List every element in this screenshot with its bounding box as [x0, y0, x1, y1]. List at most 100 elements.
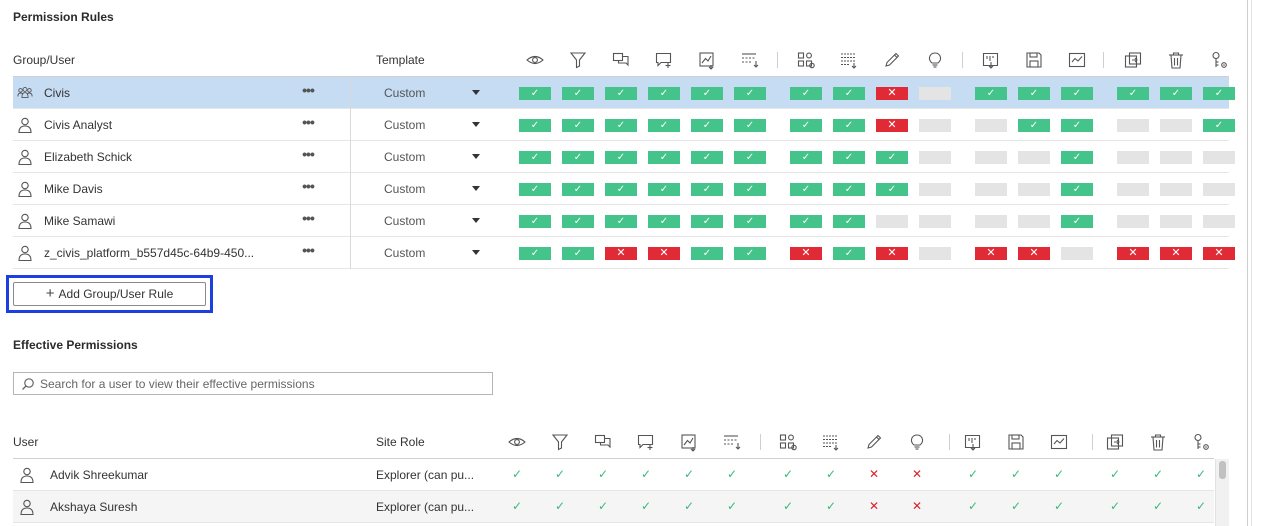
- capability-cell-add-comment[interactable]: ✓: [648, 119, 680, 132]
- capability-cell-download-workbook[interactable]: [975, 215, 1007, 228]
- permission-rule-row[interactable]: z_civis_platform_b557d45c-64b9-450... •••…: [13, 237, 1235, 269]
- capability-cell-explain-data[interactable]: [919, 247, 951, 260]
- template-select[interactable]: Custom: [384, 150, 426, 164]
- chevron-down-icon[interactable]: [472, 122, 480, 127]
- permission-rule-row[interactable]: Mike Samawi ••• Custom ✓ ✓ ✓ ✓ ✓ ✓ ✓ ✓ ✓: [13, 205, 1235, 237]
- more-actions-icon[interactable]: •••: [302, 242, 315, 258]
- effective-permission-row[interactable]: Advik Shreekumar Explorer (can pu... ✓ ✓ ✓ ✓ ✓…: [13, 459, 1214, 491]
- capability-cell-comments[interactable]: ✓: [605, 215, 637, 228]
- add-group-user-rule-button[interactable]: + Add Group/User Rule: [13, 282, 206, 306]
- capability-cell-download-workbook[interactable]: [975, 151, 1007, 164]
- capability-cell-move[interactable]: [1117, 119, 1149, 132]
- capability-cell-view[interactable]: ✓: [519, 247, 551, 260]
- more-actions-icon[interactable]: •••: [302, 210, 315, 226]
- more-actions-icon[interactable]: •••: [302, 146, 315, 162]
- capability-cell-full-data[interactable]: ✓: [790, 183, 822, 196]
- search-input[interactable]: [40, 375, 480, 392]
- capability-cell-image-pdf[interactable]: ✓: [691, 247, 723, 260]
- capability-cell-web-edit-pencil[interactable]: [876, 215, 908, 228]
- capability-cell-image-pdf[interactable]: ✓: [691, 151, 723, 164]
- capability-cell-comments[interactable]: ✓: [605, 119, 637, 132]
- capability-cell-move[interactable]: ✓: [1117, 87, 1149, 100]
- capability-cell-view[interactable]: ✓: [519, 151, 551, 164]
- capability-cell-filter[interactable]: ✓: [562, 151, 594, 164]
- capability-cell-add-comment[interactable]: ✓: [648, 87, 680, 100]
- capability-cell-add-comment[interactable]: ✓: [648, 151, 680, 164]
- capability-cell-summary-data[interactable]: ✓: [734, 183, 766, 196]
- permission-rule-row[interactable]: Civis ••• Custom ✓ ✓ ✓ ✓ ✓ ✓ ✓ ✓ ✕ ✓ ✓ ✓ ✓ ✓ ✓: [13, 77, 1235, 109]
- capability-cell-explain-data[interactable]: [919, 215, 951, 228]
- chevron-down-icon[interactable]: [472, 90, 480, 95]
- capability-cell-overwrite[interactable]: ✓: [1061, 119, 1093, 132]
- capability-cell-overwrite[interactable]: ✓: [1061, 87, 1093, 100]
- effective-permissions-search[interactable]: [13, 372, 493, 395]
- capability-cell-web-edit[interactable]: ✓: [833, 183, 865, 196]
- capability-cell-delete[interactable]: ✓: [1160, 87, 1192, 100]
- capability-cell-summary-data[interactable]: ✓: [734, 87, 766, 100]
- capability-cell-summary-data[interactable]: ✓: [734, 151, 766, 164]
- capability-cell-explain-data[interactable]: [919, 87, 951, 100]
- capability-cell-add-comment[interactable]: ✓: [648, 183, 680, 196]
- scrollbar-thumb[interactable]: [1219, 461, 1226, 479]
- capability-cell-save[interactable]: ✓: [1018, 87, 1050, 100]
- capability-cell-web-edit[interactable]: ✓: [833, 87, 865, 100]
- capability-cell-summary-data[interactable]: ✓: [734, 119, 766, 132]
- capability-cell-summary-data[interactable]: ✓: [734, 215, 766, 228]
- capability-cell-add-comment[interactable]: ✕: [648, 247, 680, 260]
- capability-cell-save[interactable]: [1018, 183, 1050, 196]
- template-select[interactable]: Custom: [384, 214, 426, 228]
- capability-cell-comments[interactable]: ✓: [605, 183, 637, 196]
- template-select[interactable]: Custom: [384, 86, 426, 100]
- capability-cell-save[interactable]: [1018, 151, 1050, 164]
- template-select[interactable]: Custom: [384, 118, 426, 132]
- more-actions-icon[interactable]: •••: [302, 114, 315, 130]
- capability-cell-delete[interactable]: [1160, 119, 1192, 132]
- capability-cell-move[interactable]: [1117, 183, 1149, 196]
- capability-cell-comments[interactable]: ✓: [605, 87, 637, 100]
- capability-cell-add-comment[interactable]: ✓: [648, 215, 680, 228]
- capability-cell-move[interactable]: [1117, 215, 1149, 228]
- capability-cell-filter[interactable]: ✓: [562, 183, 594, 196]
- capability-cell-explain-data[interactable]: [919, 151, 951, 164]
- permission-rule-row[interactable]: Elizabeth Schick ••• Custom ✓ ✓ ✓ ✓ ✓ ✓ ✓ ✓ ✓ ✓: [13, 141, 1235, 173]
- more-actions-icon[interactable]: •••: [302, 178, 315, 194]
- capability-cell-web-edit-pencil[interactable]: ✓: [876, 151, 908, 164]
- capability-cell-view[interactable]: ✓: [519, 119, 551, 132]
- capability-cell-web-edit[interactable]: ✓: [833, 119, 865, 132]
- capability-cell-move[interactable]: [1117, 151, 1149, 164]
- capability-cell-set-permissions[interactable]: [1203, 151, 1235, 164]
- permission-rule-row[interactable]: Civis Analyst ••• Custom ✓ ✓ ✓ ✓ ✓ ✓ ✓ ✓ ✕ ✓ ✓ ✓: [13, 109, 1235, 141]
- effective-permission-row[interactable]: Akshaya Suresh Explorer (can pu... ✓ ✓ ✓ ✓ ✓ ✓ ✓…: [13, 491, 1214, 523]
- capability-cell-download-workbook[interactable]: [975, 119, 1007, 132]
- capability-cell-full-data[interactable]: ✓: [790, 151, 822, 164]
- capability-cell-overwrite[interactable]: [1061, 247, 1093, 260]
- capability-cell-web-edit[interactable]: ✓: [833, 215, 865, 228]
- capability-cell-overwrite[interactable]: ✓: [1061, 183, 1093, 196]
- capability-cell-web-edit[interactable]: ✓: [833, 247, 865, 260]
- chevron-down-icon[interactable]: [472, 250, 480, 255]
- capability-cell-set-permissions[interactable]: [1203, 183, 1235, 196]
- capability-cell-full-data[interactable]: ✓: [790, 119, 822, 132]
- vertical-scrollbar[interactable]: [1215, 459, 1229, 526]
- capability-cell-full-data[interactable]: ✓: [790, 215, 822, 228]
- chevron-down-icon[interactable]: [472, 186, 480, 191]
- more-actions-icon[interactable]: •••: [302, 82, 315, 98]
- capability-cell-comments[interactable]: ✕: [605, 247, 637, 260]
- capability-cell-delete[interactable]: ✕: [1160, 247, 1192, 260]
- capability-cell-filter[interactable]: ✓: [562, 119, 594, 132]
- capability-cell-web-edit-pencil[interactable]: ✕: [876, 247, 908, 260]
- capability-cell-explain-data[interactable]: [919, 119, 951, 132]
- capability-cell-filter[interactable]: ✓: [562, 87, 594, 100]
- capability-cell-image-pdf[interactable]: ✓: [691, 183, 723, 196]
- capability-cell-delete[interactable]: [1160, 215, 1192, 228]
- capability-cell-save[interactable]: [1018, 215, 1050, 228]
- capability-cell-overwrite[interactable]: ✓: [1061, 215, 1093, 228]
- capability-cell-filter[interactable]: ✓: [562, 215, 594, 228]
- capability-cell-filter[interactable]: ✓: [562, 247, 594, 260]
- template-select[interactable]: Custom: [384, 246, 426, 260]
- capability-cell-view[interactable]: ✓: [519, 183, 551, 196]
- capability-cell-full-data[interactable]: ✓: [790, 87, 822, 100]
- capability-cell-delete[interactable]: [1160, 151, 1192, 164]
- capability-cell-web-edit[interactable]: ✓: [833, 151, 865, 164]
- capability-cell-image-pdf[interactable]: ✓: [691, 215, 723, 228]
